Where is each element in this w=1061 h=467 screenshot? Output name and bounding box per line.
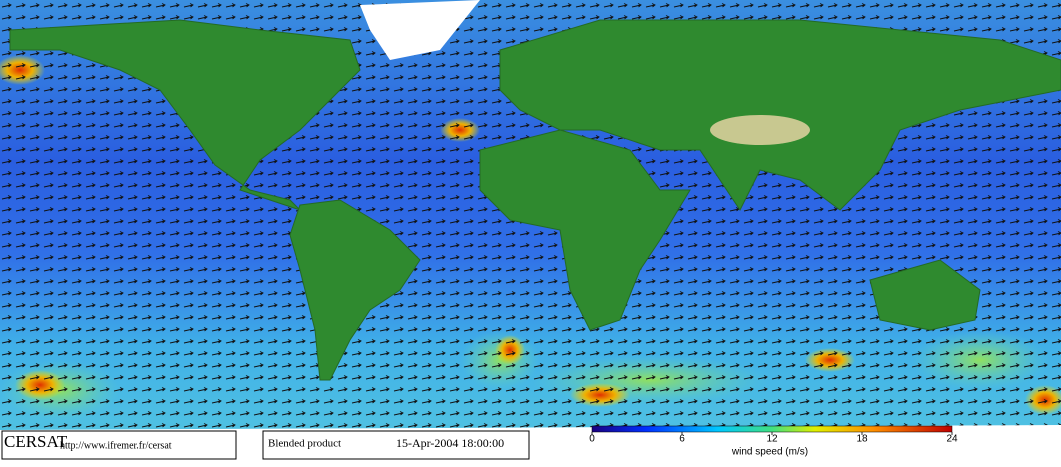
date: 15-Apr-2004 18:00:00 — [396, 436, 504, 450]
colorbar-tick-label: 6 — [679, 434, 685, 445]
colorbar-tick-label: 0 — [589, 434, 595, 445]
url: http://www.ifremer.fr/cersat — [60, 440, 172, 451]
logo-box — [1, 430, 237, 460]
colorbar-tick-label: 24 — [946, 434, 958, 445]
colorbar-label: wind speed (m/s) — [731, 447, 808, 458]
colorbar-tick-label: 18 — [856, 434, 868, 445]
product: Blended product — [268, 438, 341, 450]
product-box — [262, 430, 530, 460]
colorbar-tick-label: 12 — [766, 434, 778, 445]
footer: CERSAT http://www.ifremer.fr/cersat Blen… — [1, 425, 953, 460]
colorbar — [591, 425, 953, 433]
logo: CERSAT — [4, 432, 68, 451]
continents — [9, 19, 1061, 381]
